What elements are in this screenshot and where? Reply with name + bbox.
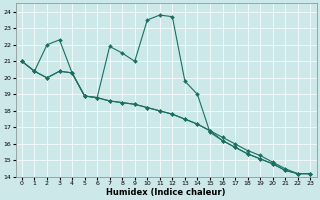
- X-axis label: Humidex (Indice chaleur): Humidex (Indice chaleur): [106, 188, 226, 197]
